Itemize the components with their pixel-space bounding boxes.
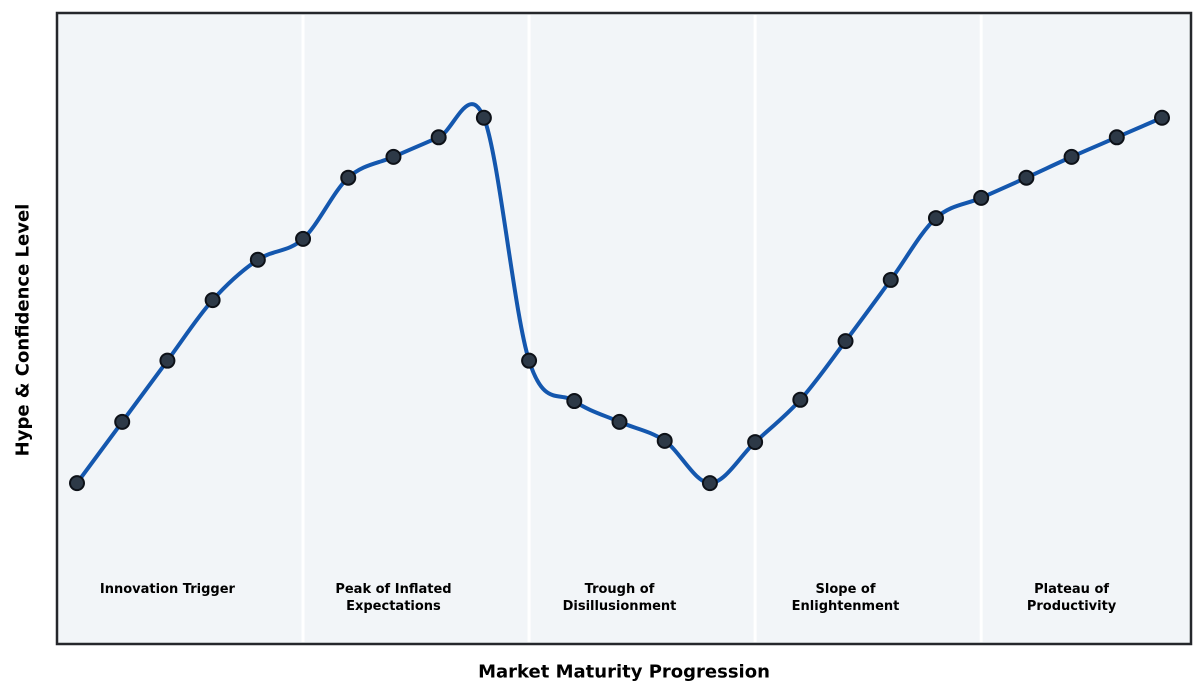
data-point-marker xyxy=(566,393,583,410)
data-point-marker xyxy=(159,352,176,369)
data-point-marker xyxy=(1018,169,1035,186)
data-point-marker xyxy=(882,271,899,288)
data-point-marker xyxy=(385,148,402,165)
data-point-marker xyxy=(521,352,538,369)
data-point-marker xyxy=(69,475,85,492)
data-point-marker xyxy=(927,210,944,227)
y-axis-label: Hype & Confidence Level xyxy=(12,203,34,457)
data-point-marker xyxy=(295,230,312,247)
data-point-marker xyxy=(475,109,492,126)
phase-label-plateau-of-productivity: Plateau of Productivity xyxy=(1026,582,1117,615)
data-point-marker xyxy=(656,432,673,449)
plot-area xyxy=(55,11,1193,646)
data-point-marker xyxy=(204,292,221,309)
data-point-marker xyxy=(430,129,447,146)
data-point-marker xyxy=(973,189,990,206)
data-point-marker xyxy=(611,413,628,430)
data-point-marker xyxy=(792,391,809,408)
phase-label-peak-of-inflated-expectations: Peak of Inflated Expectations xyxy=(335,582,452,615)
x-axis-label: Market Maturity Progression xyxy=(478,661,770,683)
data-point-marker xyxy=(747,434,764,451)
data-point-marker xyxy=(249,251,266,268)
data-point-marker xyxy=(340,169,357,186)
data-point-marker xyxy=(114,413,131,430)
data-point-marker xyxy=(1108,129,1125,146)
data-point-marker xyxy=(837,333,854,350)
phase-label-innovation-trigger: Innovation Trigger xyxy=(99,582,235,597)
data-point-marker xyxy=(701,475,718,492)
data-point-marker xyxy=(1154,109,1170,126)
phase-label-slope-of-enlightenment: Slope of Enlightenment xyxy=(791,582,900,615)
phase-label-trough-of-disillusionment: Trough of Disillusionment xyxy=(562,582,677,615)
data-point-marker xyxy=(1063,148,1080,165)
